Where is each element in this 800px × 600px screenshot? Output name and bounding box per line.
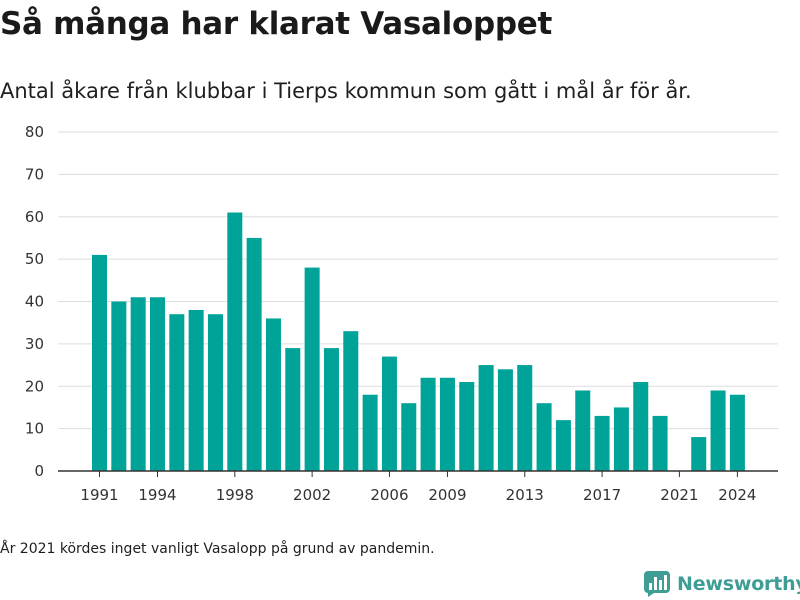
bar-2003 [323, 348, 339, 471]
x-tick-label: 2021 [660, 486, 698, 504]
bar-2016 [575, 390, 591, 471]
bar-2023 [710, 390, 726, 471]
bar-2007 [401, 403, 417, 471]
x-tick-label: 1998 [216, 486, 254, 504]
bar-2000 [265, 318, 281, 471]
bar-2011 [478, 365, 494, 471]
bar-2014 [536, 403, 552, 471]
bar-2019 [633, 382, 649, 471]
bar-2001 [285, 348, 301, 471]
x-tick-label: 2002 [293, 486, 331, 504]
grid-lines [58, 131, 778, 430]
bar-2015 [555, 420, 571, 471]
bar-1997 [207, 314, 223, 471]
bar-1996 [188, 309, 204, 471]
bar-2010 [459, 382, 475, 471]
bar-1992 [111, 301, 127, 471]
x-axis [58, 470, 778, 477]
x-tick-label: 1991 [80, 486, 118, 504]
chart-title: Så många har klarat Vasaloppet [0, 6, 553, 42]
bar-1991 [92, 254, 107, 471]
bar-2008 [420, 377, 436, 471]
newsworthy-logo-icon [644, 571, 670, 597]
bar-2002 [304, 267, 320, 471]
x-tick-label: 1994 [138, 486, 176, 504]
bar-1993 [130, 297, 146, 471]
y-tick-label: 0 [34, 462, 44, 480]
y-axis-tick-labels: 0 10 20 30 40 50 60 70 80 [25, 123, 44, 480]
bar-2006 [381, 356, 397, 471]
chart-subtitle: Antal åkare från klubbar i Tierps kommun… [0, 79, 692, 103]
y-tick-label: 70 [25, 165, 44, 183]
y-tick-label: 50 [25, 250, 44, 268]
bar-2004 [343, 331, 359, 471]
bar-1999 [246, 237, 262, 471]
bars [92, 212, 745, 471]
brand-name: Newsworthy [677, 573, 800, 595]
bar-2013 [517, 365, 533, 471]
x-tick-label: 2013 [506, 486, 544, 504]
bar-1995 [169, 314, 185, 471]
bar-1994 [149, 297, 165, 471]
y-tick-label: 80 [25, 123, 44, 141]
y-tick-label: 30 [25, 335, 44, 353]
y-tick-label: 20 [25, 377, 44, 395]
bar-2024 [729, 394, 745, 471]
y-tick-label: 60 [25, 208, 44, 226]
x-tick-label: 2017 [583, 486, 621, 504]
bar-2020 [652, 415, 668, 471]
bar-2022 [691, 437, 707, 471]
y-tick-label: 40 [25, 293, 44, 311]
bar-2009 [439, 377, 455, 471]
bar-2017 [594, 415, 610, 471]
x-tick-label: 2006 [370, 486, 408, 504]
brand-logo[interactable]: Newsworthy [644, 569, 800, 599]
bar-2018 [613, 407, 629, 471]
y-tick-label: 10 [25, 420, 44, 438]
bar-2005 [362, 394, 378, 471]
bar-1998 [227, 212, 243, 471]
footnote: År 2021 kördes inget vanligt Vasalopp på… [0, 541, 435, 557]
x-tick-label: 2009 [428, 486, 466, 504]
x-axis-tick-labels: 1991 1994 1998 2002 2006 2009 2013 2017 2021 2024 [80, 486, 756, 504]
x-tick-label: 2024 [718, 486, 756, 504]
bar-2012 [497, 369, 513, 471]
